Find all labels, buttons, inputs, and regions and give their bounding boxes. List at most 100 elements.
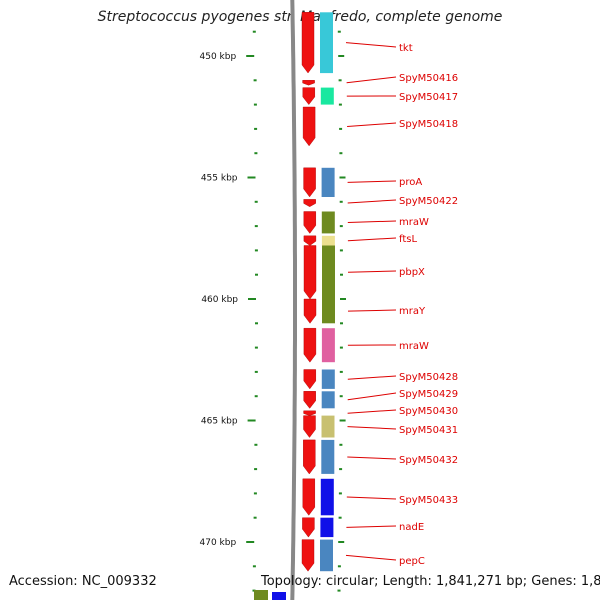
scale-right-tick: [338, 103, 342, 106]
gene-arrow[interactable]: [303, 391, 316, 409]
gene-label[interactable]: mraY: [399, 306, 426, 317]
gene-label[interactable]: SpyM50417: [399, 92, 458, 103]
scale-right-tick: [339, 443, 343, 446]
gene-arrow[interactable]: [303, 298, 317, 324]
scale-label: 460 kbp: [201, 295, 238, 305]
label-leader: [346, 496, 397, 500]
scale-right-tick: [338, 492, 342, 495]
label-leader: [347, 426, 397, 430]
gene-label[interactable]: pbpX: [399, 267, 425, 278]
scale-right-tick: [340, 298, 346, 300]
accession-label: Accession: NC_009332: [9, 574, 157, 589]
scale-minor-tick: [254, 200, 258, 203]
gene-label[interactable]: SpyM50431: [399, 425, 458, 436]
gene-cog-bar: [320, 517, 334, 538]
gene-arrow[interactable]: [303, 245, 317, 300]
gene-cog-bar: [320, 87, 334, 105]
gene-cog-bar: [320, 478, 334, 516]
scale-major-tick: [248, 298, 256, 300]
scale-right-tick: [340, 273, 343, 276]
gene-group: [254, 12, 335, 600]
gene-label[interactable]: SpyM50416: [399, 73, 458, 84]
gene-arrow[interactable]: [303, 439, 316, 475]
scale-minor-tick: [254, 152, 258, 155]
scale-minor-tick: [254, 370, 258, 373]
topology-info: Topology: circular; Length: 1,841,271 bp…: [261, 574, 600, 589]
gene-arrow[interactable]: [303, 235, 317, 246]
label-leader: [347, 309, 397, 312]
scale-right-tick: [339, 152, 343, 155]
gene-arrow[interactable]: [301, 12, 315, 74]
scale-right-tick: [339, 395, 343, 398]
gene-arrow[interactable]: [302, 87, 315, 105]
scale-right-tick: [339, 468, 343, 471]
gene-arrow[interactable]: [303, 167, 316, 198]
scale-right-tick: [339, 127, 343, 130]
scale-label: 455 kbp: [201, 174, 238, 184]
gene-arrow[interactable]: [303, 211, 316, 234]
scale-right-tick: [339, 346, 343, 349]
scale-right-tick: [339, 225, 343, 228]
gene-label[interactable]: nadE: [399, 522, 424, 533]
scale-right-tick: [337, 565, 341, 568]
gene-label[interactable]: mraW: [399, 217, 429, 228]
scale-minor-tick: [252, 565, 256, 568]
gene-label[interactable]: SpyM50432: [399, 455, 458, 466]
scale-right-tick: [339, 419, 346, 422]
gene-label[interactable]: ftsL: [399, 234, 417, 245]
gene-cog-bar: [321, 328, 335, 363]
scale-right-tick: [339, 200, 343, 203]
gene-arrow[interactable]: [303, 199, 316, 207]
gene-cog-bar: [321, 439, 335, 474]
label-leader: [345, 554, 397, 561]
gene-arrow[interactable]: [303, 328, 317, 363]
scale-minor-tick: [254, 249, 258, 252]
gene-arrow[interactable]: [302, 80, 315, 86]
gene-label[interactable]: tkt: [399, 43, 413, 54]
gene-label[interactable]: SpyM50433: [399, 495, 458, 506]
label-leader: [347, 270, 397, 273]
scale-label: 470 kbp: [200, 538, 237, 548]
label-leader: [347, 122, 397, 127]
label-leader: [347, 409, 397, 414]
gene-arrow[interactable]: [302, 106, 316, 147]
gene-label[interactable]: proA: [399, 177, 422, 188]
scale-major-tick: [247, 176, 256, 179]
scale-minor-tick: [254, 346, 258, 349]
scale-right-tick: [338, 516, 342, 519]
gene-cog-bar: [322, 299, 335, 324]
scale-group: 450 kbp 455 kbp 460 kbp 465 kbp 470 kbp: [200, 30, 346, 592]
scale-right-tick: [340, 322, 343, 325]
scale-minor-tick: [253, 516, 257, 519]
scale-minor-tick: [254, 127, 258, 130]
gene-arrow[interactable]: [301, 539, 315, 572]
scale-right-tick: [338, 55, 345, 57]
scale-label: 465 kbp: [201, 417, 238, 427]
label-leader: [347, 456, 397, 460]
gene-cog-bar: [321, 235, 335, 246]
gene-label[interactable]: SpyM50428: [399, 372, 458, 383]
label-leader: [345, 42, 397, 48]
gene-arrow[interactable]: [302, 478, 315, 516]
gene-label[interactable]: SpyM50429: [399, 389, 458, 400]
gene-cog-bar: [320, 539, 333, 572]
gene-label[interactable]: SpyM50430: [399, 406, 458, 417]
gene-label[interactable]: SpyM50418: [399, 119, 458, 130]
map-title: Streptococcus pyogenes str. Manfredo, co…: [97, 9, 503, 25]
gene-cog-bar: [322, 245, 335, 299]
gene-label[interactable]: mraW: [399, 341, 429, 352]
gene-arrow[interactable]: [303, 369, 316, 390]
gene-cog-bar: [320, 12, 333, 74]
label-leader: [347, 199, 397, 204]
gene-label[interactable]: SpyM50422: [399, 196, 458, 207]
offscreen-gene-cog: [272, 592, 286, 600]
gene-arrow[interactable]: [303, 410, 316, 416]
gene-label[interactable]: pepC: [399, 556, 425, 567]
label-leader: [346, 76, 397, 84]
gene-arrow[interactable]: [303, 415, 316, 438]
scale-right-tick: [339, 176, 346, 179]
label-group: tkt SpyM50416 SpyM50417 SpyM50418 proA SpyM50…: [345, 42, 458, 567]
gene-cog-bar: [321, 211, 335, 234]
gene-arrow[interactable]: [302, 517, 315, 538]
